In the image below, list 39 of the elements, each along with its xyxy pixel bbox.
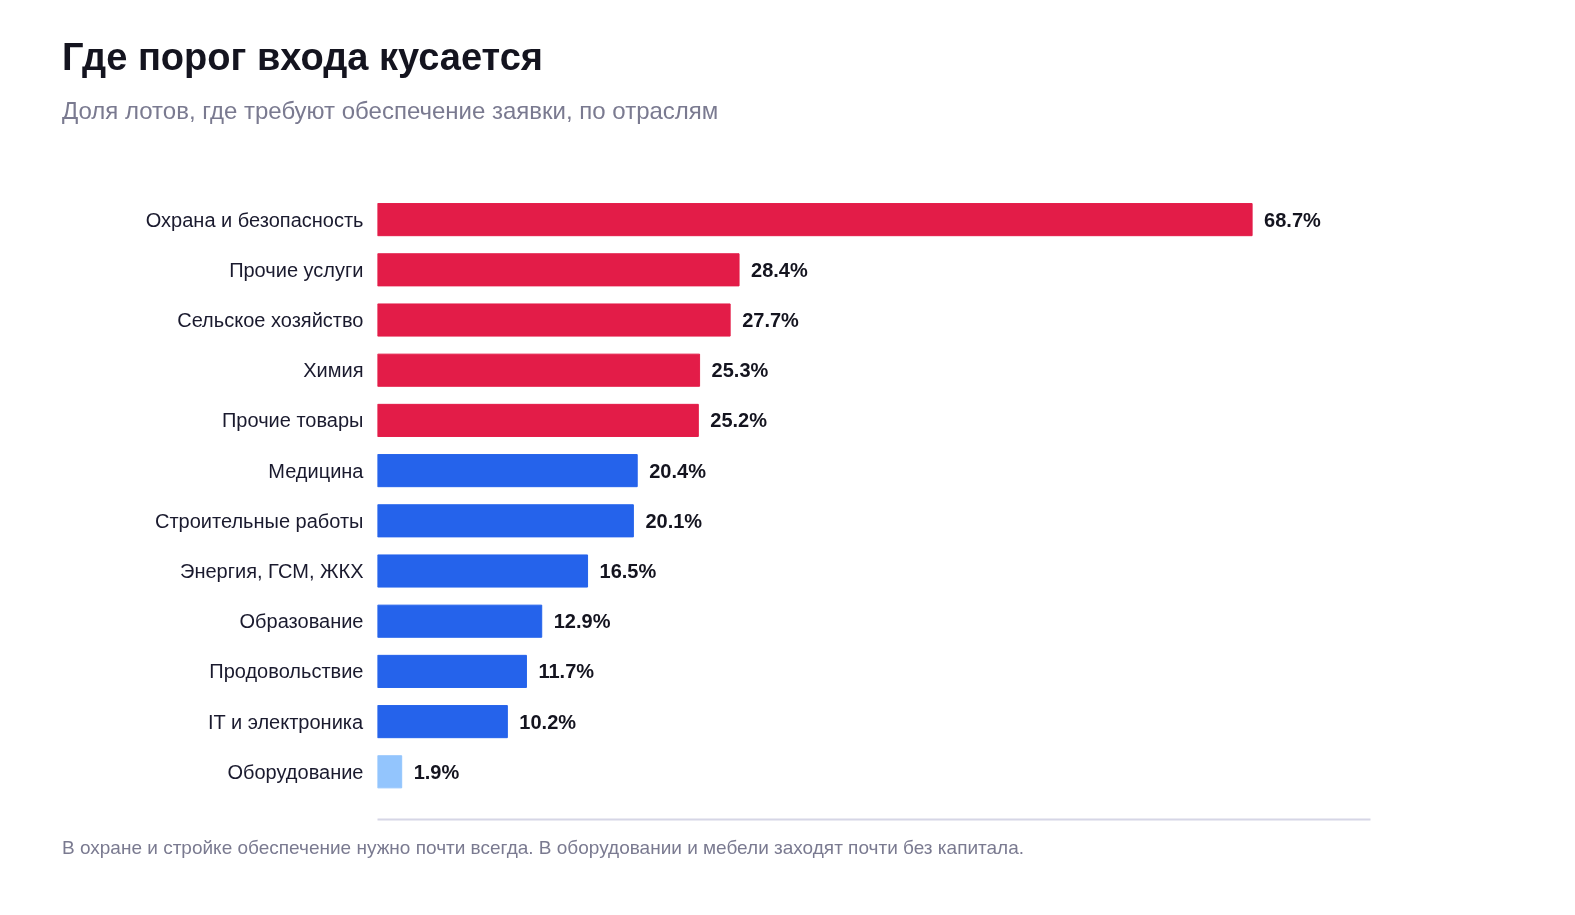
data-label: 11.7% xyxy=(538,659,595,682)
bar xyxy=(377,303,731,337)
bar xyxy=(377,654,527,688)
chart-subtitle: Доля лотов, где требуют обеспечение заявки, по отраслям xyxy=(62,96,719,127)
bar xyxy=(377,453,638,487)
y-tick-label: IT и электроника xyxy=(207,710,365,733)
chart-title: Где порог входа кусается xyxy=(62,35,543,80)
bar xyxy=(377,704,508,738)
data-label: 25.3% xyxy=(711,358,769,381)
data-label: 10.2% xyxy=(519,710,577,733)
y-tick-label: Строительные работы xyxy=(154,509,364,532)
data-label: 25.2% xyxy=(710,408,768,431)
y-tick-label: Прочие услуги xyxy=(229,258,364,281)
y-tick-label: Медицина xyxy=(268,459,365,482)
data-label: 1.9% xyxy=(413,760,460,783)
y-tick-label: Охрана и безопасность xyxy=(145,208,364,231)
y-tick-label: Энергия, ГСМ, ЖКХ xyxy=(180,559,364,582)
data-label: 16.5% xyxy=(599,559,657,582)
bar xyxy=(377,503,634,537)
bar xyxy=(377,754,403,788)
y-tick-label: Химия xyxy=(303,358,364,381)
bar xyxy=(377,252,740,286)
y-tick-label: Прочие товары xyxy=(221,408,364,431)
data-label: 28.4% xyxy=(751,258,808,281)
y-tick-label: Сельское хозяйство xyxy=(177,308,364,331)
y-tick-label: Продовольствие xyxy=(209,659,364,682)
data-label: 68.7% xyxy=(1264,208,1322,231)
y-tick-label: Образование xyxy=(239,609,364,632)
bar xyxy=(377,554,589,588)
data-label: 20.4% xyxy=(649,459,707,482)
data-label: 27.7% xyxy=(742,308,800,331)
y-tick-label: Оборудование xyxy=(227,760,364,783)
bar xyxy=(377,202,1253,236)
data-label: 20.1% xyxy=(645,509,703,532)
text: В охране и стройке обеспечение нужно почти всегда. В оборудовании и мебели заходят почти без капитала. xyxy=(62,835,1025,860)
bar xyxy=(377,353,701,387)
data-label: 12.9% xyxy=(553,609,611,632)
bar xyxy=(377,403,699,437)
bar xyxy=(377,604,543,638)
